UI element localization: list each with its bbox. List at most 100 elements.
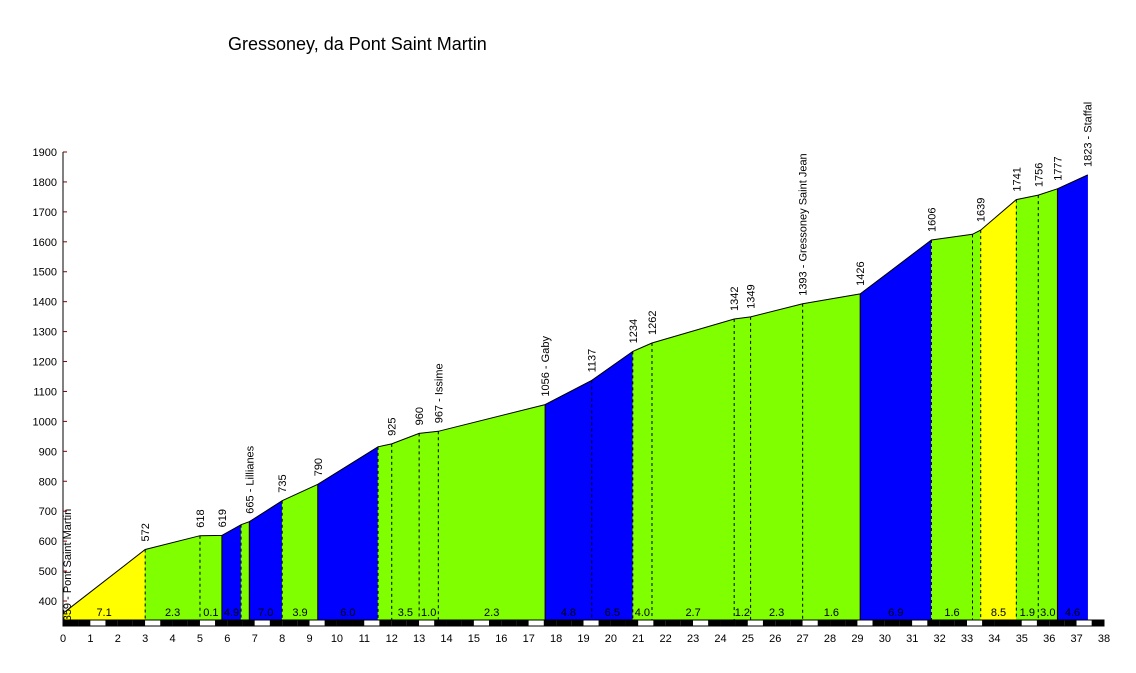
segment-fill (377, 443, 393, 621)
segment-fill (1057, 174, 1088, 621)
x-tick-label: 5 (197, 633, 203, 645)
segment-fill (632, 342, 653, 621)
x-axis-checker (501, 620, 517, 626)
y-tick-label: 1700 (33, 207, 57, 219)
point-label: 790 (313, 458, 325, 476)
x-axis-checker (994, 620, 1010, 626)
point-label: 960 (414, 407, 426, 425)
x-axis-checker (309, 620, 325, 626)
y-tick-label: 1000 (33, 416, 57, 428)
x-axis-checker (172, 620, 188, 626)
x-tick-label: 32 (934, 633, 946, 645)
segment-fill (221, 524, 242, 621)
y-tick-label: 700 (39, 506, 57, 518)
x-tick-label: 31 (906, 633, 918, 645)
segment-fill (733, 316, 751, 621)
x-tick-label: 12 (386, 633, 398, 645)
x-tick-label: 4 (170, 633, 176, 645)
y-tick-label: 1200 (33, 357, 57, 369)
x-tick-label: 23 (687, 633, 699, 645)
x-axis: 0 1 2 3 4 5 6 7 8 9 10 11 12 13 14 15 16 17 18 19 20 21 22 23 24… (60, 619, 1110, 645)
point-label: 1639 (976, 198, 988, 222)
gradient-label: 8.5 (991, 607, 1006, 619)
gradient-label: 1.2 (735, 607, 750, 619)
gradient-label: 1.9 (1020, 607, 1035, 619)
segment-fill (1015, 194, 1039, 621)
x-axis-checker (638, 620, 654, 626)
x-tick-label: 22 (660, 633, 672, 645)
x-tick-label: 13 (413, 633, 425, 645)
x-axis-checker (242, 620, 255, 626)
gradient-label: 6.5 (605, 607, 620, 619)
gradient-label: 2.7 (685, 607, 700, 619)
y-tick-label: 800 (39, 476, 57, 488)
x-tick-label: 29 (851, 633, 863, 645)
x-axis-checker (954, 620, 968, 626)
segment-fill (544, 379, 593, 621)
x-axis-checker (543, 620, 557, 626)
x-axis-checker (1064, 620, 1077, 626)
x-axis-checker (680, 620, 694, 626)
x-axis-checker (379, 620, 392, 626)
x-tick-label: 24 (714, 633, 726, 645)
x-axis-checker (160, 620, 173, 626)
point-label: 967 - Issime (433, 363, 445, 423)
x-axis-checker (254, 620, 270, 626)
x-axis-checker (872, 620, 885, 626)
chart-title: Gressoney, da Pont Saint Martin (228, 34, 487, 54)
x-tick-label: 18 (550, 633, 562, 645)
x-tick-label: 34 (988, 633, 1000, 645)
x-tick-label: 8 (279, 633, 285, 645)
x-axis-border (62, 619, 1105, 627)
x-axis-checker (790, 620, 803, 626)
x-axis-checker (63, 620, 79, 626)
y-tick-label: 500 (39, 566, 57, 578)
point-label: 359 - Pont Saint Martin (62, 509, 74, 622)
point-label: 1777 (1052, 156, 1064, 180)
x-axis-checker (927, 620, 940, 626)
point-label: 1426 (855, 261, 867, 285)
x-axis-checker (297, 620, 310, 626)
y-tick-label: 1100 (33, 386, 57, 398)
segment-fill (391, 432, 420, 621)
point-label: 925 (387, 418, 399, 436)
x-tick-label: 19 (577, 633, 589, 645)
gradient-label: 1.0 (421, 607, 436, 619)
x-axis-checker (556, 620, 572, 626)
x-axis-checker (132, 620, 146, 626)
x-axis-checker (269, 620, 283, 626)
y-tick-label: 1400 (33, 297, 57, 309)
x-axis-checker (1021, 620, 1037, 626)
gradient-label: 3.9 (292, 607, 307, 619)
x-axis-checker (391, 620, 407, 626)
x-tick-label: 17 (523, 633, 535, 645)
x-axis-checker (939, 620, 955, 626)
y-tick-label: 900 (39, 446, 57, 458)
x-axis-checker (473, 620, 489, 626)
segment-fill (317, 446, 379, 621)
x-tick-label: 27 (797, 633, 809, 645)
point-label: 1393 - Gressoney Saint Jean (798, 153, 810, 295)
x-axis-checker (187, 620, 200, 626)
x-tick-label: 6 (224, 633, 230, 645)
x-axis-checker (488, 620, 502, 626)
point-label: 1823 - Staffal (1083, 102, 1095, 167)
gradient-label: 6.0 (340, 607, 355, 619)
point-label: 1056 - Gaby (540, 336, 552, 397)
gradient-label: 1.6 (944, 607, 959, 619)
x-axis-checker (899, 620, 913, 626)
x-axis-checker (90, 620, 106, 626)
x-axis-checker (857, 620, 873, 626)
point-label: 1234 (628, 319, 640, 343)
x-tick-label: 26 (769, 633, 781, 645)
x-axis-checker (598, 620, 611, 626)
segment-fill (931, 233, 973, 621)
point-label: 1342 (729, 287, 741, 311)
x-axis-checker (1036, 620, 1050, 626)
x-axis-checker (775, 620, 791, 626)
gradient-label: 7.1 (96, 607, 111, 619)
x-tick-label: 15 (468, 633, 480, 645)
segment-fill (1038, 188, 1058, 621)
x-axis-checker (324, 620, 337, 626)
